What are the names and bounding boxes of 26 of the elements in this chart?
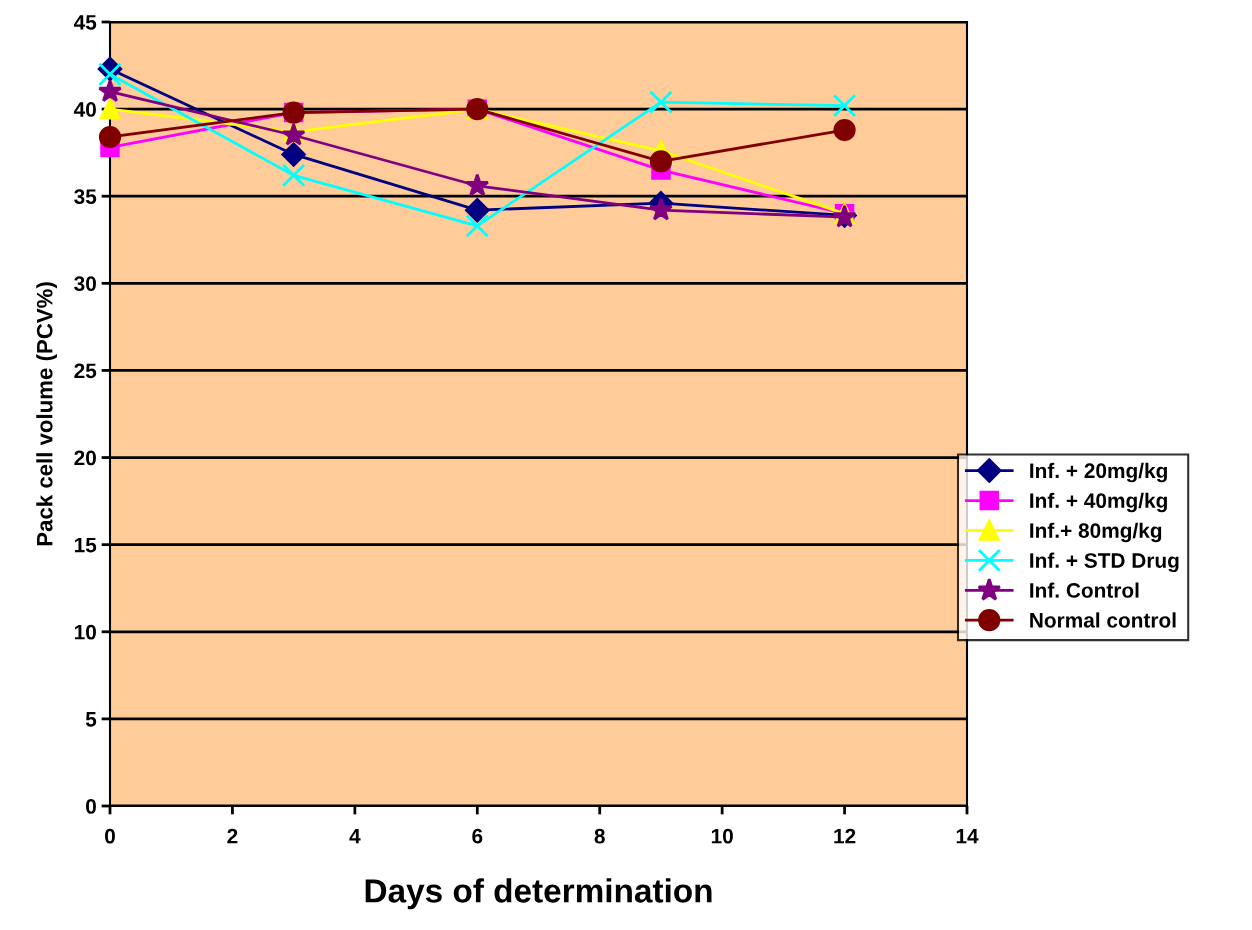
legend-label: Inf. + STD Drug bbox=[1030, 552, 1179, 573]
x-tick-label: 10 bbox=[711, 828, 733, 844]
y-tick-label: 45 bbox=[73, 15, 97, 30]
x-tick-label: 8 bbox=[594, 828, 605, 844]
y-tick-label: 25 bbox=[74, 363, 97, 379]
legend-label: Inf. Control bbox=[1030, 582, 1139, 598]
x-tick-label: 12 bbox=[834, 828, 856, 844]
x-axis-title: Days of determination bbox=[365, 878, 712, 910]
y-tick-label: 35 bbox=[74, 189, 97, 205]
legend-label: Inf. + 40mg/kg bbox=[1030, 492, 1167, 513]
y-tick-label: 40 bbox=[73, 102, 96, 117]
x-tick-label: 6 bbox=[472, 828, 483, 844]
y-tick-label: 0 bbox=[86, 799, 96, 814]
x-tick-label: 0 bbox=[105, 828, 115, 844]
legend-label: Inf. + 20mg/kg bbox=[1030, 462, 1167, 483]
y-tick-label: 5 bbox=[85, 712, 97, 727]
y-axis-title: Pack cell volume (PCV%) bbox=[36, 282, 57, 546]
legend-label: Inf.+ 80mg/kg bbox=[1030, 522, 1162, 543]
x-tick-label: 14 bbox=[956, 828, 979, 844]
x-tick-label: 4 bbox=[349, 828, 361, 844]
y-tick-label: 10 bbox=[74, 624, 96, 640]
y-tick-label: 20 bbox=[74, 450, 96, 466]
y-tick-label: 15 bbox=[74, 537, 97, 553]
legend-label: Normal control bbox=[1030, 612, 1176, 628]
y-tick-label: 30 bbox=[74, 276, 96, 292]
x-tick-label: 2 bbox=[227, 828, 238, 844]
